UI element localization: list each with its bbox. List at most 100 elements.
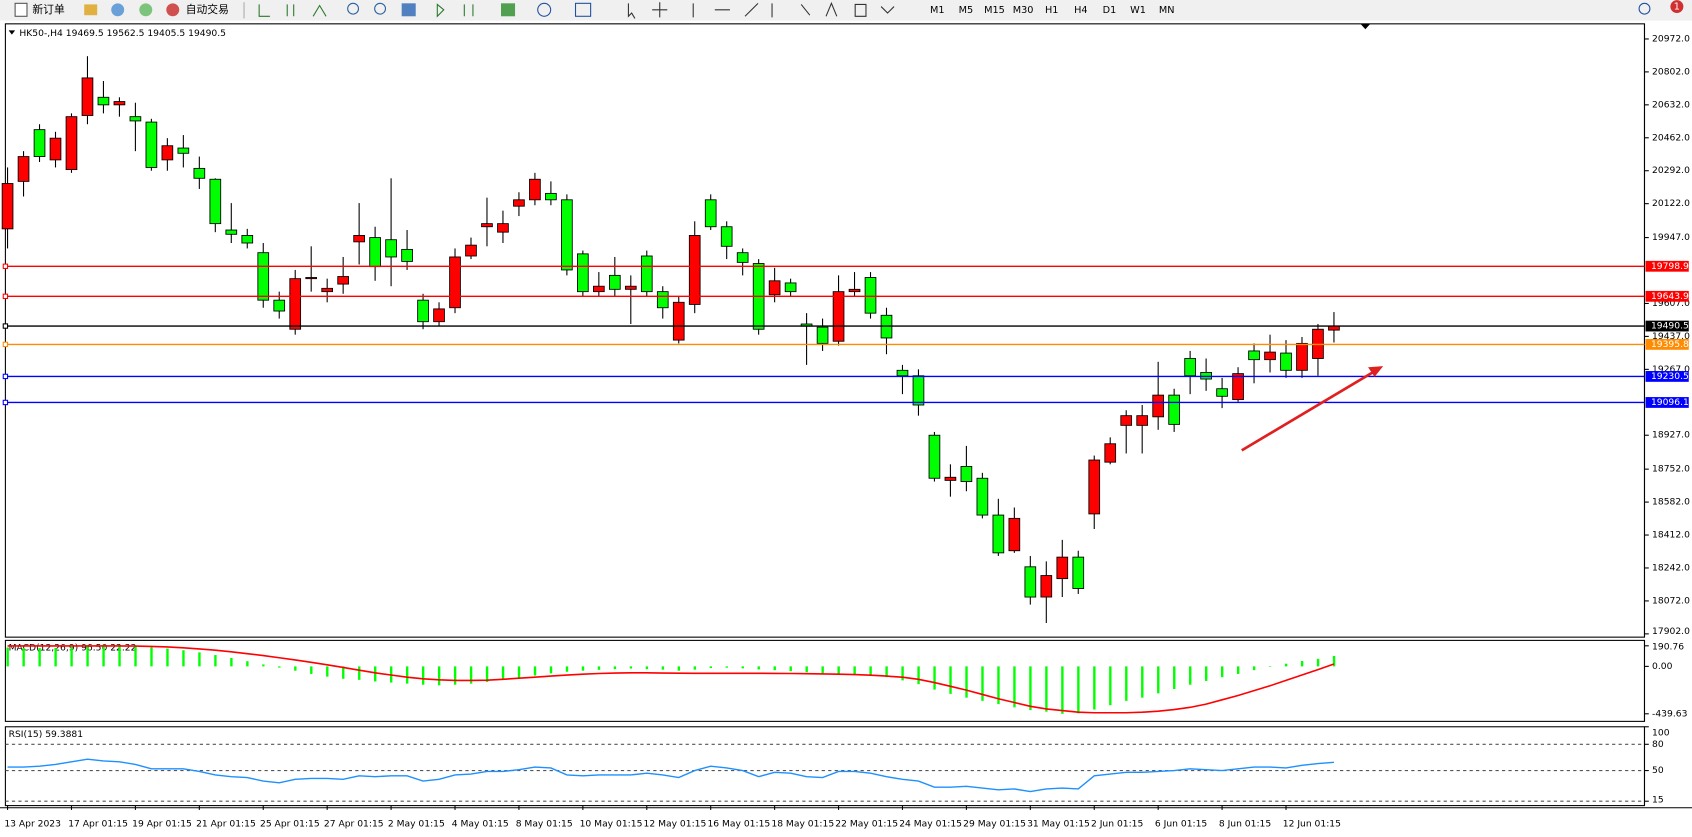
zoom-out-icon[interactable] — [374, 2, 387, 15]
macd-bar — [1205, 666, 1208, 681]
candle-body — [768, 280, 781, 296]
macd-bar — [198, 652, 201, 667]
scroll-icons[interactable] — [436, 3, 474, 18]
macd-bar — [437, 666, 441, 686]
macd-bar — [789, 666, 792, 672]
macd-bar — [677, 666, 681, 671]
x-tick-label: 12 May 01:15 — [644, 818, 707, 829]
x-tick-label: 18 May 01:15 — [771, 818, 834, 829]
candle-body — [608, 274, 621, 290]
macd-bar — [421, 666, 425, 685]
price-level-label-bg — [1645, 260, 1689, 272]
y-tick-label: 18582.0 — [1652, 497, 1690, 508]
macd-bar — [773, 666, 776, 671]
indicators-icon[interactable] — [501, 3, 516, 17]
toolbar-icon[interactable] — [111, 3, 125, 17]
timeframe-button[interactable]: M1 — [930, 5, 945, 16]
macd-bar — [1141, 666, 1144, 698]
macd-bar — [1268, 666, 1272, 667]
candle-body — [417, 299, 429, 323]
templates-icon[interactable] — [574, 2, 592, 17]
macd-bar — [1189, 666, 1192, 685]
candle-body — [1, 183, 14, 230]
x-tick-label: 4 May 01:15 — [452, 818, 509, 829]
symbol-menu-arrow — [8, 30, 16, 35]
candle-body — [944, 476, 957, 481]
toolbar: 新订单 自动交易 M1 M5 M15 M30 H1 H4 D1 W1 MN 1 — [0, 0, 1692, 21]
macd-bar — [246, 661, 249, 667]
search-icon[interactable] — [1638, 2, 1651, 15]
toolbar-icon[interactable] — [139, 3, 153, 17]
macd-bar — [629, 666, 633, 669]
indicator-title: RSI(15) 59.3881 — [9, 729, 83, 740]
periods-icon[interactable] — [537, 2, 552, 17]
y-tick-label: 19437.0 — [1652, 331, 1690, 342]
auto-trading-icon[interactable] — [166, 3, 180, 17]
macd-bar — [1300, 660, 1304, 667]
timeframe-button[interactable]: H1 — [1045, 5, 1058, 16]
candle-body — [656, 291, 669, 309]
price-level-marker — [2, 323, 9, 329]
new-order-icon[interactable] — [14, 2, 28, 17]
tile-icon[interactable] — [401, 3, 416, 17]
macd-bar — [22, 647, 25, 667]
macd-bar — [597, 666, 601, 670]
macd-bar — [230, 657, 233, 667]
macd-bar — [485, 666, 489, 683]
candle-body — [161, 145, 174, 161]
x-tick-label: 25 Apr 01:15 — [260, 818, 320, 829]
macd-bar — [326, 666, 329, 677]
timeframe-button[interactable]: H4 — [1074, 5, 1087, 16]
macd-bar — [1236, 666, 1240, 674]
timeframe-button[interactable]: M5 — [959, 5, 974, 16]
macd-bar — [1013, 666, 1016, 708]
macd-bar — [517, 666, 521, 678]
y-tick-label: 18412.0 — [1652, 530, 1690, 541]
chart-type-icons[interactable] — [258, 4, 327, 17]
candle-body — [736, 252, 749, 263]
candle-body — [1280, 352, 1292, 371]
macd-bar — [1045, 666, 1048, 712]
timeframe-button[interactable]: M30 — [1013, 5, 1034, 16]
y-tick-label: 19947.0 — [1652, 232, 1690, 243]
notification-badge[interactable] — [1670, 0, 1684, 14]
y-tick-label: 80 — [1652, 739, 1664, 750]
x-tick-label: 6 Jun 01:15 — [1155, 818, 1208, 829]
indicator-title: HK50-,H4 19469.5 19562.5 19405.5 19490.5 — [19, 28, 226, 39]
zoom-in-icon[interactable] — [347, 2, 360, 15]
annotation-arrowhead — [1368, 366, 1384, 377]
macd-bar — [1252, 666, 1256, 671]
candle-body — [273, 299, 286, 312]
candle-body — [193, 167, 206, 179]
candle-body — [353, 235, 365, 243]
candle-body — [593, 285, 605, 293]
x-tick-label: 2 May 01:15 — [388, 818, 445, 829]
candle-body — [992, 514, 1005, 554]
y-tick-label: 18072.0 — [1652, 595, 1690, 606]
candle-body — [1168, 394, 1180, 425]
price-level-label: 19490.5 — [1651, 321, 1689, 332]
timeframe-button[interactable]: MN — [1159, 5, 1175, 16]
macd-bar — [70, 646, 73, 667]
x-tick-label: 17 Apr 01:15 — [68, 818, 128, 829]
y-tick-label: 18242.0 — [1652, 562, 1690, 573]
timeframe-button[interactable]: W1 — [1130, 5, 1146, 16]
price-level-label-bg — [1645, 290, 1689, 302]
timeframe-button[interactable]: M15 — [984, 5, 1005, 16]
timeframe-button[interactable]: D1 — [1103, 5, 1117, 16]
new-order-button[interactable]: 新订单 — [32, 3, 65, 16]
candle-body — [720, 226, 733, 247]
auto-trading-button[interactable]: 自动交易 — [186, 3, 229, 16]
y-tick-label: 20292.0 — [1652, 165, 1690, 176]
price-level-label: 19395.8 — [1651, 339, 1689, 350]
candle-body — [848, 288, 861, 293]
candle-body — [177, 147, 190, 154]
x-tick-label: 22 May 01:15 — [835, 818, 898, 829]
chart-area: 20972.0 20802.0 20632.0 20462.0 20292.0 20122… — [0, 23, 1692, 829]
price-level-marker — [2, 293, 9, 300]
drawing-tools[interactable] — [627, 1, 895, 19]
toolbar-icon[interactable] — [84, 4, 98, 16]
macd-bar — [741, 666, 744, 669]
candle-body — [401, 248, 413, 262]
